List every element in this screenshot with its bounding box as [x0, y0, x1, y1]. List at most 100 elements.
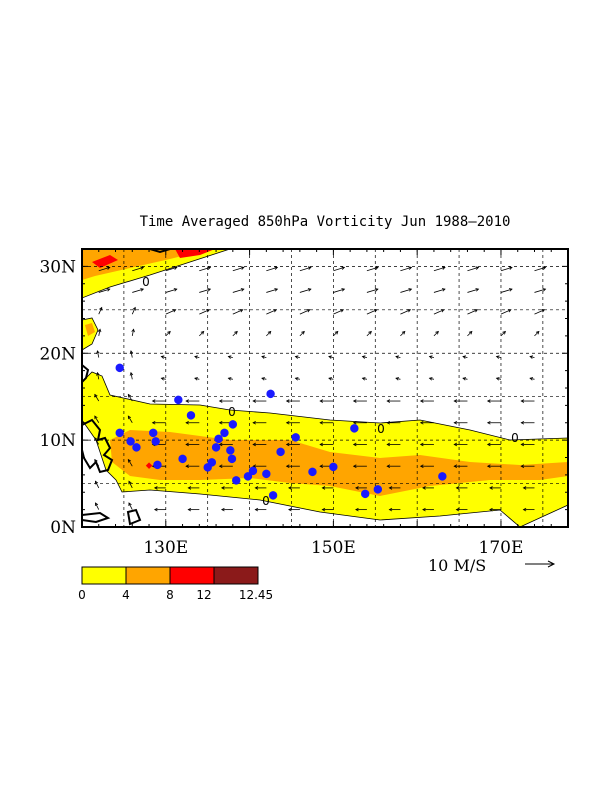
wind-vector [500, 267, 513, 272]
wind-vector-head [395, 377, 400, 381]
wind-vector [127, 394, 133, 402]
cyclone-marker-red: ◆ [146, 458, 153, 471]
wind-vector-head [306, 309, 311, 313]
colorbar-label: 8 [166, 588, 174, 602]
wind-vector-head [352, 420, 357, 425]
cyclone-markers: ●●●●●●●● ●●●●● ●●●● ●●● ●● ●●●●● ●●● ●●◆ [115, 359, 447, 503]
wind-vector-head [294, 377, 299, 381]
wind-vector-head [274, 266, 279, 270]
wind-vector-head [334, 330, 339, 335]
cyclone-marker: ● [212, 439, 221, 455]
lon-label: 130E [143, 538, 188, 558]
wind-vector-head [319, 399, 324, 403]
wind-vector-head [520, 442, 525, 447]
wind-vector-head [218, 399, 223, 403]
wind-vector-head [288, 507, 292, 512]
wind-vector-head [218, 464, 223, 468]
wind-vector-head [535, 330, 540, 335]
wind-vector-head [128, 502, 132, 507]
wind-vector [266, 267, 278, 272]
wind-vector-head [408, 266, 413, 270]
wind-vector [333, 331, 339, 337]
wind-vector-head [453, 464, 458, 468]
wind-vector [467, 331, 473, 337]
wind-vector-head [106, 288, 111, 292]
wind-vector-head [129, 350, 134, 354]
cyclone-marker: ● [269, 487, 278, 503]
wind-vector [165, 309, 176, 315]
cyclone-marker: ● [149, 424, 158, 440]
wind-vector-head [328, 355, 332, 359]
cyclone-marker: ● [208, 454, 217, 470]
wind-vector-head [495, 377, 500, 381]
wind-vector-head [127, 393, 132, 398]
wind-vector-head [274, 288, 279, 292]
wind-vector [333, 309, 344, 315]
colorbar-label: 4 [122, 588, 130, 602]
longitude-labels: 130E 150E 170E [143, 538, 523, 558]
wind-vector [165, 331, 171, 337]
chart-title: Time Averaged 850hPa Vorticity Jun 1988–… [140, 214, 511, 230]
vorticity-band-west-4-8 [85, 323, 95, 336]
wind-vector-head [234, 330, 238, 335]
colorbar-label: 12.45 [239, 588, 273, 602]
zero-contour-label-2: 0 [228, 405, 236, 419]
wind-vector-head [218, 420, 223, 425]
wind-vector [98, 307, 103, 315]
wind-vector-head [319, 464, 324, 468]
wind-vector-head [407, 309, 412, 313]
wind-vector [299, 331, 305, 337]
wind-vector-head [319, 442, 324, 447]
wind-vector-head [185, 420, 189, 425]
cyclone-marker: ● [361, 485, 370, 501]
wind-vector-head [288, 486, 292, 490]
wind-vector-head [94, 480, 99, 485]
cyclone-marker: ● [244, 468, 253, 484]
wind-vector-head [96, 350, 100, 354]
wind-vector-head [486, 420, 491, 425]
wind-vector-head [507, 309, 512, 313]
cyclone-marker: ● [174, 391, 183, 407]
wind-vector-head [252, 399, 256, 403]
cyclone-marker: ● [115, 424, 124, 440]
wind-vector-head [455, 486, 460, 490]
wind-vector [232, 288, 244, 293]
wind-vector-head [185, 464, 189, 468]
wind-vector-head [140, 266, 145, 270]
wind-vector [98, 288, 110, 293]
wind-vector-head [422, 486, 426, 490]
wind-vector [366, 267, 379, 272]
wind-vector-head [167, 330, 171, 335]
wind-vector-head [373, 309, 378, 313]
wind-vector-head [97, 328, 102, 333]
wind-vector-head [352, 442, 357, 447]
wind-vector [130, 350, 133, 358]
wind-vector-head [542, 288, 547, 292]
wind-vector-head [220, 486, 225, 490]
wind-vector-head [455, 507, 460, 512]
wind-vector [127, 437, 133, 445]
wind-vector-head [254, 486, 259, 490]
cyclone-marker: ● [187, 407, 196, 423]
wind-vector [95, 481, 100, 489]
colorbar: 0 4 8 12 12.45 [78, 566, 273, 602]
wind-vector-head [542, 266, 547, 270]
cyclone-marker: ● [350, 420, 359, 436]
cyclone-marker: ● [214, 431, 223, 447]
wind-vector-head [94, 415, 98, 420]
wind-vector-head [185, 399, 189, 403]
wind-vector-head [508, 266, 513, 270]
lat-label: 30N [39, 257, 76, 277]
wind-vector-head [285, 464, 290, 468]
cyclone-marker: ● [262, 465, 271, 481]
wind-vector-head [388, 507, 393, 512]
wind-vector-head [453, 420, 458, 425]
wind-vector-head [355, 507, 359, 512]
cyclone-marker: ● [178, 451, 187, 467]
wind-vector [128, 502, 133, 510]
wind-vector [366, 309, 377, 315]
axis-ticks [82, 249, 569, 527]
wind-vector-head [529, 355, 534, 359]
wind-vector-head [388, 486, 393, 490]
wind-vector [128, 481, 133, 489]
